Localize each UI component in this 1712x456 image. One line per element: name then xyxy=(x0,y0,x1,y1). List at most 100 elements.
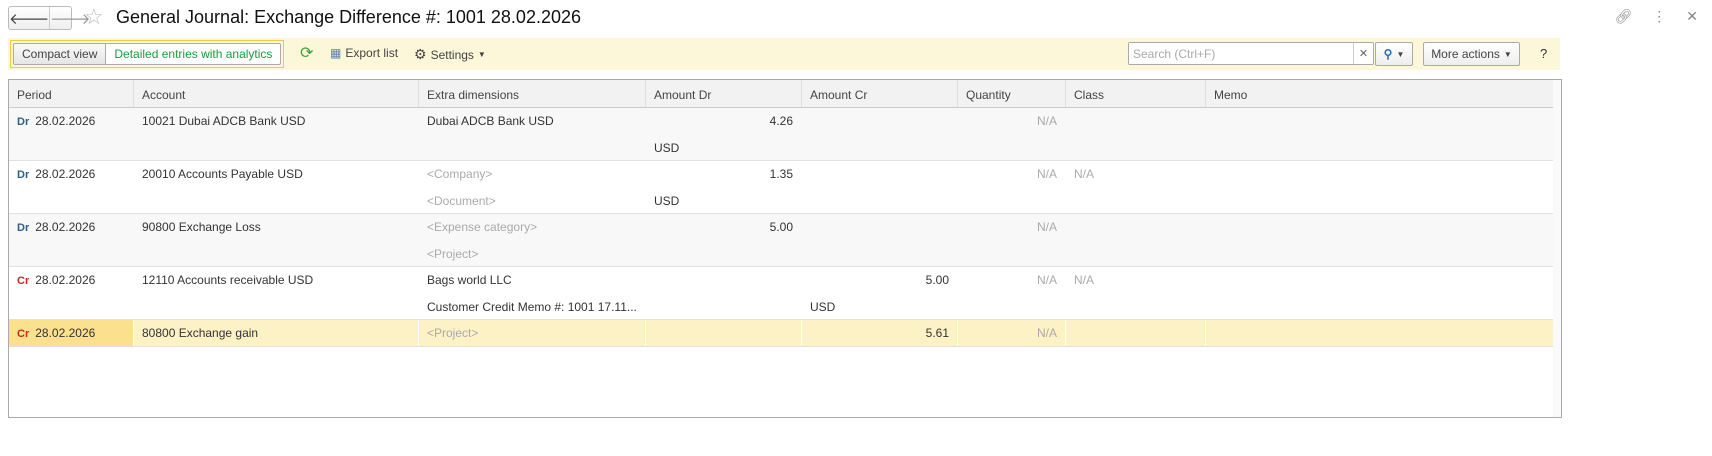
journal-entries-table: Period Account Extra dimensions Amount D… xyxy=(8,79,1562,418)
class-value: N/A xyxy=(1074,273,1095,287)
search-options-button[interactable]: ⚲ ▼ xyxy=(1375,42,1413,66)
extra-dimensions-cell: Dubai ADCB Bank USD xyxy=(419,108,646,160)
amount-dr-value: 5.00 xyxy=(769,220,793,234)
caret-down-icon: ▼ xyxy=(1396,49,1405,59)
period-cell: Dr 28.02.2026 xyxy=(9,108,134,160)
memo-cell xyxy=(1206,320,1555,346)
dimension-1: Bags world LLC xyxy=(427,273,512,287)
column-header-class[interactable]: Class xyxy=(1066,80,1206,107)
period-cell: Cr 28.02.2026 xyxy=(9,267,134,319)
period-cell: Dr 28.02.2026 xyxy=(9,214,134,266)
dr-currency: USD xyxy=(654,194,680,208)
dr-currency: USD xyxy=(654,141,680,155)
entry-type-badge: Dr xyxy=(17,222,30,234)
export-label: Export list xyxy=(345,46,399,60)
dimension-1: Dubai ADCB Bank USD xyxy=(427,114,554,128)
search-input[interactable] xyxy=(1129,43,1353,64)
column-header-amount-cr[interactable]: Amount Cr xyxy=(802,80,958,107)
gear-icon: ⚙ xyxy=(414,46,427,62)
column-header-memo[interactable]: Memo xyxy=(1206,80,1555,107)
quantity-cell: N/A xyxy=(958,320,1066,346)
memo-cell xyxy=(1206,214,1555,266)
export-list-button[interactable]: ▦ Export list xyxy=(330,46,398,60)
class-cell xyxy=(1066,320,1206,346)
nav-buttons: 🡐 🡒 xyxy=(8,6,90,30)
dimension-2: Customer Credit Memo #: 1001 17.11... xyxy=(427,300,637,314)
amount-cr-value: 5.61 xyxy=(925,326,949,340)
forward-arrow-icon[interactable]: 🡒 xyxy=(49,7,90,29)
entry-type-badge: Cr xyxy=(17,275,30,287)
quantity-value: N/A xyxy=(1036,326,1057,340)
caret-down-icon: ▼ xyxy=(1503,49,1512,59)
quantity-value: N/A xyxy=(1036,167,1057,181)
class-value: N/A xyxy=(1074,167,1095,181)
view-switch: Compact view Detailed entries with analy… xyxy=(10,40,285,68)
class-cell: N/A xyxy=(1066,161,1206,213)
amount-dr-value: 1.35 xyxy=(769,167,793,181)
more-actions-button[interactable]: More actions ▼ xyxy=(1423,42,1520,66)
amount-cr-cell xyxy=(802,161,958,213)
amount-cr-cell xyxy=(802,214,958,266)
account-cell: 20010 Accounts Payable USD xyxy=(134,161,419,213)
table-row[interactable]: Dr 28.02.2026 90800 Exchange Loss <Expense … xyxy=(9,214,1561,267)
dimension-2: <Project> xyxy=(427,247,479,261)
cr-currency: USD xyxy=(810,300,836,314)
table-row[interactable]: Dr 28.02.2026 10021 Dubai ADCB Bank USD Dub… xyxy=(9,108,1561,161)
favorite-star-icon[interactable]: ☆ xyxy=(84,4,104,29)
account-cell: 10021 Dubai ADCB Bank USD xyxy=(134,108,419,160)
table-header: Period Account Extra dimensions Amount D… xyxy=(9,80,1561,108)
extra-dimensions-cell: <Expense category> <Project> xyxy=(419,214,646,266)
amount-dr-cell xyxy=(646,267,802,319)
clear-search-icon[interactable]: ✕ xyxy=(1353,43,1373,64)
class-cell xyxy=(1066,108,1206,160)
link-icon[interactable]: 🔗︎ xyxy=(1614,8,1633,24)
amount-dr-cell: 5.00 xyxy=(646,214,802,266)
amount-dr-cell xyxy=(646,320,802,346)
column-header-amount-dr[interactable]: Amount Dr xyxy=(646,80,802,107)
period-value: 28.02.2026 xyxy=(35,220,96,234)
dimension-1: <Project> xyxy=(427,326,479,340)
quantity-cell: N/A xyxy=(958,214,1066,266)
settings-button[interactable]: ⚙ Settings ▼ xyxy=(414,46,486,63)
table-row[interactable]: Cr 28.02.2026 12110 Accounts receivable US… xyxy=(9,267,1561,320)
memo-cell xyxy=(1206,267,1555,319)
account-value: 20010 Accounts Payable USD xyxy=(142,167,303,181)
page-title: General Journal: Exchange Difference #: … xyxy=(116,7,581,27)
vertical-scrollbar[interactable] xyxy=(1553,80,1561,417)
detailed-view-button[interactable]: Detailed entries with analytics xyxy=(106,43,282,65)
close-icon[interactable]: ✕ xyxy=(1686,8,1698,24)
dimension-1: <Company> xyxy=(427,167,493,181)
class-cell xyxy=(1066,214,1206,266)
back-arrow-icon[interactable]: 🡐 xyxy=(9,10,50,28)
help-button[interactable]: ? xyxy=(1540,46,1548,61)
column-header-period[interactable]: Period xyxy=(9,80,134,107)
export-icon: ▦ xyxy=(330,46,342,60)
amount-dr-cell: 1.35 USD xyxy=(646,161,802,213)
table-row[interactable]: Cr 28.02.2026 80800 Exchange gain <Project>… xyxy=(9,320,1561,347)
amount-cr-value: 5.00 xyxy=(925,273,949,287)
column-header-quantity[interactable]: Quantity xyxy=(958,80,1066,107)
quantity-value: N/A xyxy=(1036,114,1057,128)
refresh-icon[interactable]: ⟳ xyxy=(300,45,314,62)
column-header-account[interactable]: Account xyxy=(134,80,419,107)
account-value: 10021 Dubai ADCB Bank USD xyxy=(142,114,306,128)
account-cell: 90800 Exchange Loss xyxy=(134,214,419,266)
extra-dimensions-cell: <Company> <Document> xyxy=(419,161,646,213)
compact-view-button[interactable]: Compact view xyxy=(13,43,107,65)
table-row[interactable]: Dr 28.02.2026 20010 Accounts Payable USD <C… xyxy=(9,161,1561,214)
account-value: 12110 Accounts receivable USD xyxy=(142,273,314,287)
entry-type-badge: Dr xyxy=(17,116,30,128)
amount-dr-cell: 4.26 USD xyxy=(646,108,802,160)
caret-down-icon: ▼ xyxy=(477,50,486,59)
title-bar: 🡐 🡒 ☆ General Journal: Exchange Differen… xyxy=(0,0,1712,36)
period-value: 28.02.2026 xyxy=(35,167,96,181)
amount-dr-value: 4.26 xyxy=(769,114,793,128)
account-value: 80800 Exchange gain xyxy=(142,326,259,340)
extra-dimensions-cell: Bags world LLC Customer Credit Memo #: 10… xyxy=(419,267,646,319)
period-value: 28.02.2026 xyxy=(35,273,96,287)
amount-cr-cell: 5.61 xyxy=(802,320,958,346)
column-header-extra-dimensions[interactable]: Extra dimensions xyxy=(419,80,646,107)
more-vertical-icon[interactable]: ⋮ xyxy=(1652,8,1667,24)
period-cell: Dr 28.02.2026 xyxy=(9,161,134,213)
period-value: 28.02.2026 xyxy=(35,326,96,340)
